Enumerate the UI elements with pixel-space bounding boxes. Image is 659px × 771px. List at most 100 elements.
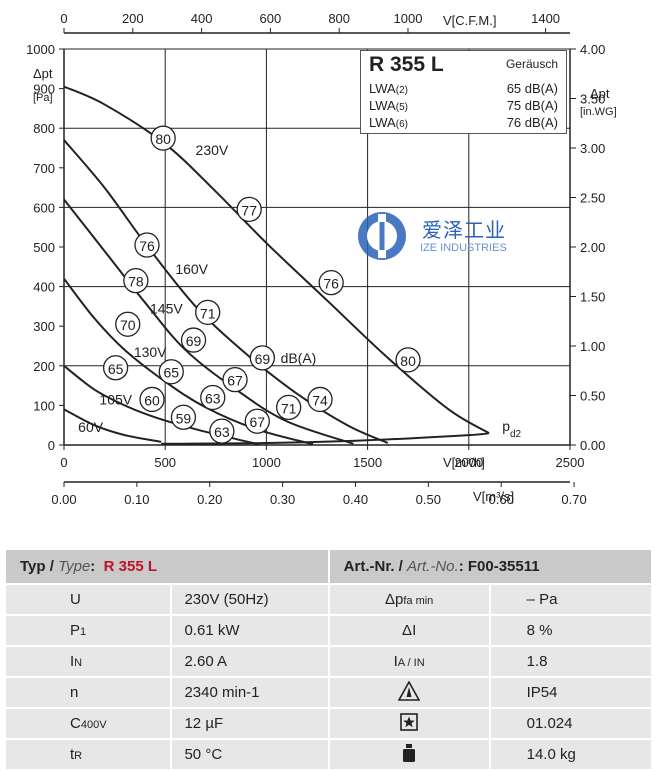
type-colon: : (90, 558, 96, 575)
spec-value1-cell: 230V (50Hz) (171, 584, 330, 616)
x-bottom-tick-label: 1500 (353, 455, 382, 470)
noise-marker-circle (139, 386, 165, 413)
noise-marker: 59 (170, 404, 197, 430)
noise-info-box: R 355 L Geräusch LWA(2) 65 dB(A) LWA(5) … (360, 50, 567, 134)
spec-key1: t (70, 746, 75, 763)
spec-row: n 2340 min-1 IP54 (6, 677, 654, 709)
spec-key1-cell: IN (6, 646, 173, 678)
spec-value2: 8 % (526, 622, 553, 639)
spec-value2-cell: 1.8 (489, 646, 654, 678)
curve-system-line (161, 432, 490, 445)
curve-60v (63, 408, 162, 443)
noise-marker: 65 (158, 359, 184, 385)
x-bottom2-tick-label: 0.00 (51, 492, 76, 507)
spec-key2-cell: Δpfa min (328, 584, 491, 616)
spec-value2-cell: 8 % (489, 615, 654, 647)
y-left-unit: [Pa] (33, 92, 53, 104)
y-right-tick-label: 2.50 (580, 191, 605, 206)
noise-marker-label: 80 (400, 353, 416, 369)
y-right-tick-label: 1.50 (580, 290, 605, 305)
y-left-tick-label: 100 (33, 398, 55, 413)
noise-marker-circle (244, 408, 270, 434)
noise-marker-label: 70 (120, 317, 136, 333)
x-top-label: V[C.F.M.] (443, 13, 496, 28)
noise-marker-label: 78 (128, 274, 144, 290)
noise-marker: 74 (307, 386, 333, 413)
noise-marker: 80 (150, 125, 176, 151)
noise-marker: 63 (209, 418, 235, 444)
spec-key1-sub: 1 (80, 626, 87, 638)
noise-marker-circle (195, 299, 221, 325)
y-left-tick-label: 1000 (26, 42, 55, 57)
noise-marker-label: 65 (163, 365, 179, 381)
art-value: F00-35511 (467, 558, 540, 575)
spec-value1: 0.61 kW (184, 622, 240, 639)
model-name: R 355 L (369, 53, 444, 76)
weight-icon (402, 743, 416, 767)
x-top-tick-label: 1400 (531, 11, 560, 26)
spec-key1-cell: U (6, 584, 173, 616)
spec-value2: 14.0 kg (526, 746, 576, 763)
spec-row: tR 50 °C 14.0 kg (6, 739, 654, 771)
spec-key1: n (70, 684, 79, 701)
type-cell: Typ / Type: R 355 L (6, 550, 330, 585)
chart-axis-labels: Δpt [Pa] Δpt [in.WG] V[m³/h] V[m³/s] V[C… (33, 13, 617, 504)
noise-marker-circle (236, 196, 262, 223)
spec-key1-sub: N (74, 657, 83, 669)
noise-row-sub: (6) (395, 119, 408, 130)
spec-value2: – Pa (526, 591, 558, 608)
noise-marker-circle (209, 418, 235, 444)
noise-marker-label: 59 (176, 410, 192, 426)
chart-annotations: 230V 160V 145V 130V 105V 60V dB(A) pd2 (78, 142, 521, 440)
curve-105v (63, 365, 261, 446)
y-left-tick-label: 700 (33, 161, 55, 176)
noise-marker-label: 76 (323, 276, 339, 292)
annotation-label: 105V (99, 391, 132, 407)
noise-row-key: LWA (369, 115, 396, 130)
noise-marker: 71 (195, 299, 221, 325)
noise-row-value: 75 dB(A) (506, 98, 558, 113)
spec-value2-cell: IP54 (489, 677, 654, 709)
noise-marker-circle (249, 345, 276, 371)
noise-marker-label: 80 (155, 131, 171, 147)
x-top-tick-label: 1000 (394, 11, 423, 26)
noise-marker-circle (307, 386, 333, 413)
spec-value1-cell: 2.60 A (171, 646, 330, 678)
x-bottom2-tick-label: 0.40 (343, 492, 368, 507)
y-left-label: Δpt (33, 66, 53, 81)
spec-header-row: Typ / Type: R 355 L Art.-Nr. / Art.-No.:… (6, 550, 654, 585)
annotation-pd2-sub: d2 (510, 429, 522, 440)
noise-marker-label: 71 (200, 305, 216, 321)
spec-key1-cell: C400V (6, 708, 173, 740)
noise-marker-circle (102, 355, 129, 381)
x-bottom2-tick-label: 0.60 (489, 492, 514, 507)
y-right-tick-label: 3.50 (580, 92, 605, 107)
spec-value2-cell: 01.024 (489, 708, 654, 740)
spec-key2-cell (328, 677, 491, 709)
y-left-tick-label: 500 (33, 240, 55, 255)
spec-key2: I (393, 653, 398, 670)
annotation-label: 145V (150, 300, 183, 316)
noise-marker: 69 (249, 345, 276, 371)
noise-row: LWA(6) 76 dB(A) (369, 115, 558, 133)
annotation-label: 60V (78, 419, 104, 435)
noise-marker-circle (395, 347, 421, 373)
noise-marker-label: 67 (250, 414, 266, 430)
type-label: Typ / (20, 558, 59, 575)
y-left-tick-label: 0 (48, 438, 55, 453)
spec-row: P1 0.61 kW ΔI 8 % (6, 615, 654, 647)
annotation-label: 230V (196, 142, 229, 158)
x-bottom2-tick-label: 0.30 (270, 492, 295, 507)
noise-row: LWA(5) 75 dB(A) (369, 98, 558, 116)
spec-value1-cell: 0.61 kW (171, 615, 330, 647)
noise-marker-label: 76 (139, 238, 155, 254)
noise-marker: 67 (222, 367, 248, 393)
spec-value2: 1.8 (526, 653, 548, 670)
noise-marker: 76 (318, 269, 344, 296)
y-left-tick-label: 200 (33, 359, 55, 374)
spec-key2-cell (328, 739, 491, 771)
noise-marker-circle (180, 327, 207, 353)
spec-row: IN 2.60 A IA / IN 1.8 (6, 646, 654, 678)
spec-key1-sub: 400V (80, 719, 107, 731)
annotation-pd2: pd2 (502, 418, 521, 440)
